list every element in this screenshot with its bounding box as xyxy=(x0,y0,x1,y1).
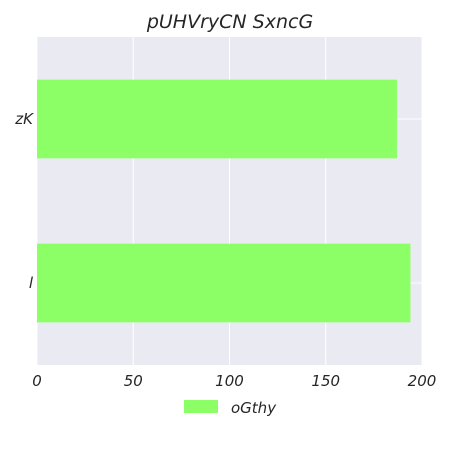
legend-label: oGthy xyxy=(231,399,277,417)
legend: oGthy xyxy=(184,399,277,417)
y-tick-label-0: zK xyxy=(14,110,34,128)
x-tick-label-4: 200 xyxy=(408,372,437,390)
y-tick-label-1: l xyxy=(29,274,34,292)
chart-title: pUHVryCN SxncG xyxy=(146,11,313,33)
x-tick-label-2: 100 xyxy=(215,372,244,390)
bar-zK xyxy=(37,79,397,159)
legend-swatch xyxy=(184,400,218,413)
y-tick-labels: zK l xyxy=(14,110,34,292)
x-tick-label-1: 50 xyxy=(124,372,143,390)
x-tick-label-0: 0 xyxy=(32,372,42,390)
bar-l xyxy=(37,243,411,323)
x-tick-label-3: 150 xyxy=(311,372,340,390)
x-tick-labels: 0 50 100 150 200 xyxy=(32,372,436,390)
bars xyxy=(37,79,411,323)
